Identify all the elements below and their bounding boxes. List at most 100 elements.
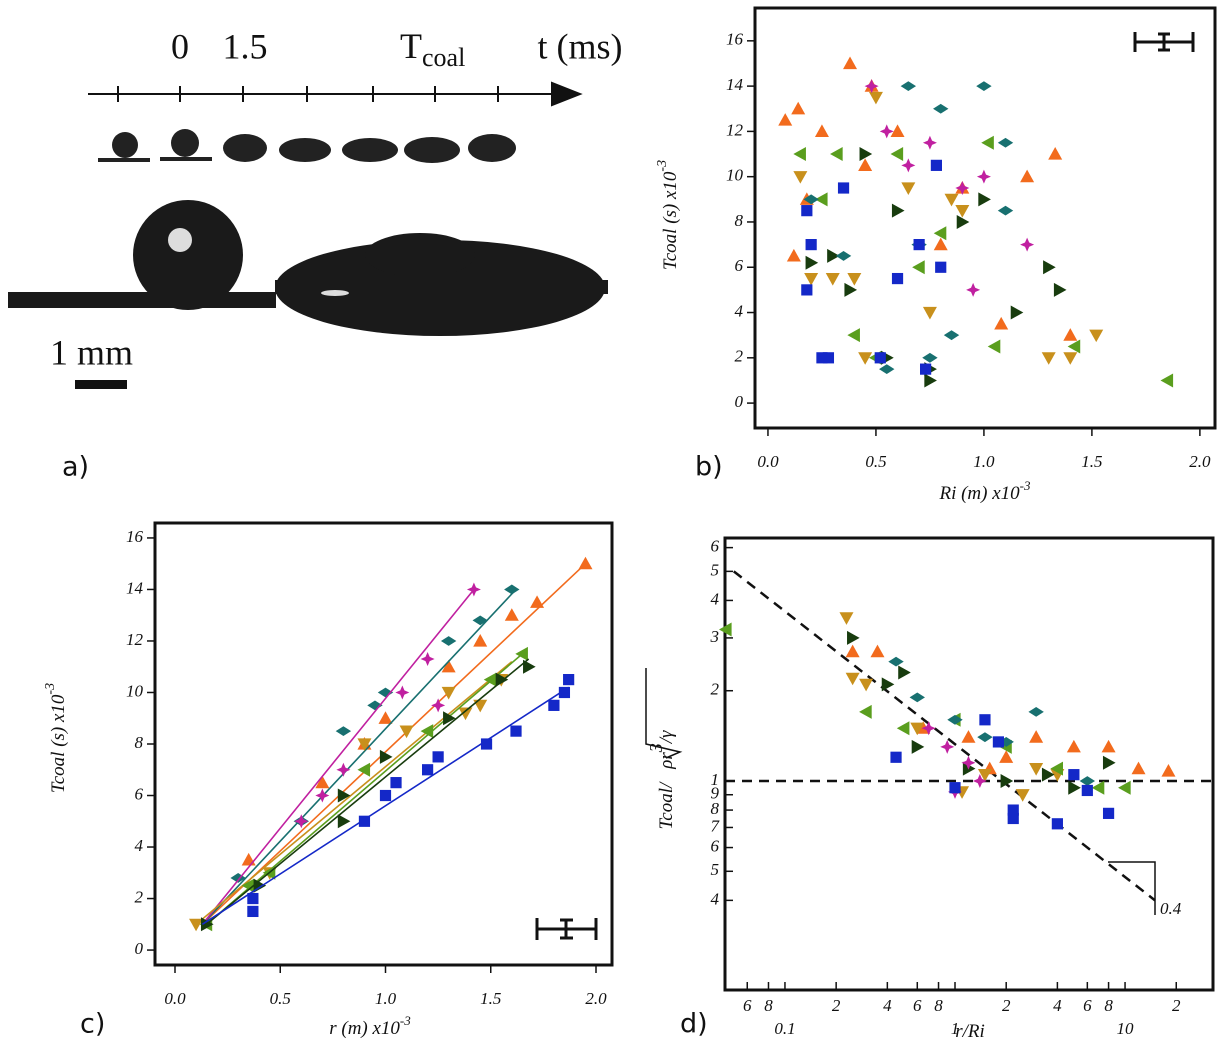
x-tick-label: 0.0	[757, 452, 779, 471]
marker	[858, 158, 873, 171]
marker	[847, 272, 862, 286]
marker	[1161, 763, 1176, 777]
marker	[548, 699, 560, 711]
marker	[1007, 812, 1019, 825]
marker	[922, 306, 937, 320]
x-tick-label: 2	[1002, 996, 1011, 1015]
marker	[420, 652, 435, 666]
y-label-root-end: /γ	[656, 730, 677, 744]
marker	[315, 788, 330, 803]
time-axis-label: t (ms)	[538, 26, 623, 66]
marker	[814, 192, 828, 207]
y-tick-label: 16	[726, 30, 744, 49]
marker	[483, 672, 497, 687]
fit-line	[195, 660, 513, 925]
marker	[921, 721, 936, 736]
y-tick-label: 7	[711, 816, 721, 835]
marker	[480, 738, 493, 750]
marker	[859, 147, 873, 162]
x-tick-label: 6	[743, 996, 752, 1015]
y-label-exp: -3	[43, 683, 58, 695]
marker	[791, 101, 806, 115]
x-axis-label: Ri (m) x10-3	[938, 478, 1031, 504]
marker	[441, 686, 456, 700]
marker	[961, 755, 976, 770]
y-tick-label: 0	[135, 939, 144, 958]
x-tick-label: 2.0	[585, 989, 607, 1008]
marker	[377, 687, 394, 698]
x-tick-label: 1.0	[973, 452, 995, 471]
marker	[563, 674, 575, 686]
marker	[901, 158, 916, 173]
x-tick-label: 0.1	[774, 1019, 795, 1038]
marker	[801, 284, 813, 296]
y-tick-label: 10	[126, 681, 144, 700]
marker	[1041, 767, 1055, 782]
marker	[977, 732, 993, 743]
marker	[510, 725, 522, 737]
marker	[241, 852, 256, 866]
y-tick-label: 6	[711, 836, 720, 855]
error-bar-icon	[1133, 32, 1195, 52]
y-tick-label: 0	[735, 392, 744, 411]
marker	[947, 714, 963, 725]
marker	[1029, 730, 1044, 743]
marker	[858, 352, 873, 365]
marker	[825, 272, 840, 286]
marker	[830, 147, 843, 162]
marker	[881, 677, 895, 692]
y-tick-label: 6	[711, 537, 720, 556]
y-tick-label: 6	[135, 784, 144, 803]
scale-bar	[75, 380, 127, 389]
x-tick-label: 4	[883, 996, 892, 1015]
marker	[558, 686, 571, 699]
marker	[978, 192, 991, 207]
marker	[891, 272, 904, 285]
marker	[933, 103, 949, 114]
marker	[979, 714, 991, 726]
marker	[1066, 739, 1081, 753]
fit-line	[206, 658, 530, 925]
marker	[379, 789, 392, 802]
marker	[847, 630, 860, 645]
marker	[803, 194, 819, 205]
marker	[981, 135, 994, 150]
plot-frame	[753, 6, 1217, 430]
timeline	[88, 81, 583, 107]
marker	[466, 582, 481, 597]
timeline-tick: 0	[171, 26, 189, 66]
x-label-text: r/Ri	[955, 1021, 985, 1042]
marker	[357, 738, 372, 751]
fit-line	[201, 588, 517, 925]
marker	[390, 777, 402, 789]
marker	[336, 762, 351, 777]
marker	[495, 672, 509, 687]
x-tick-label: 10	[1117, 1019, 1135, 1038]
marker	[827, 248, 840, 263]
panel-label: c)	[80, 1009, 105, 1040]
marker	[718, 622, 732, 637]
marker	[976, 169, 991, 184]
drop-images	[8, 200, 608, 336]
marker	[997, 137, 1014, 148]
reference-line	[733, 570, 1156, 902]
y-tick-label: 2	[711, 680, 720, 699]
y-tick-label: 14	[126, 578, 144, 597]
x-tick-label: 0.0	[164, 989, 186, 1008]
marker	[890, 147, 904, 162]
marker	[956, 214, 970, 229]
y-tick-label: 8	[735, 211, 744, 230]
snapshots	[95, 125, 516, 167]
x-tick-label: 2.0	[1189, 452, 1211, 471]
marker	[793, 147, 806, 162]
t-coal-main: T	[400, 26, 422, 66]
marker	[804, 272, 819, 286]
marker	[839, 612, 854, 625]
fit-line	[201, 588, 475, 925]
marker	[1160, 373, 1174, 388]
marker	[230, 873, 246, 883]
y-tick-label: 4	[135, 836, 144, 855]
marker	[888, 656, 904, 667]
marker	[189, 918, 204, 932]
marker	[1053, 282, 1067, 297]
